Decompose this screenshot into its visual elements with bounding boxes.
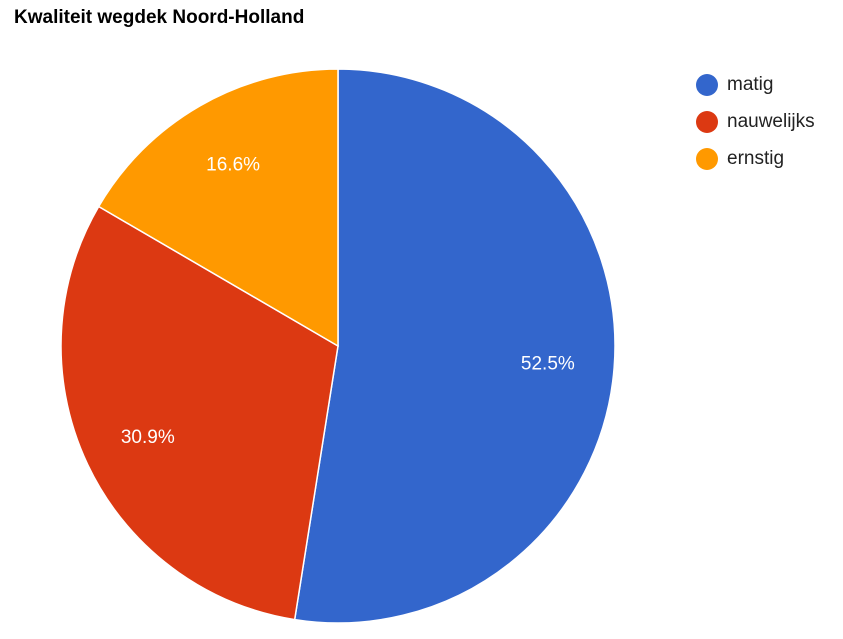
pie-slice-matig[interactable] xyxy=(293,68,616,624)
legend-label: matig xyxy=(727,73,774,95)
chart-title: Kwaliteit wegdek Noord-Holland xyxy=(14,7,305,28)
legend-swatch-icon xyxy=(696,110,718,133)
slice-label-matig: 52.5% xyxy=(521,354,575,375)
legend-label: ernstig xyxy=(727,147,785,169)
legend-item-ernstig[interactable]: ernstig xyxy=(696,140,815,177)
legend-item-matig[interactable]: matig xyxy=(696,66,815,103)
legend-swatch-icon xyxy=(696,147,718,170)
slice-label-nauwelijks: 30.9% xyxy=(121,427,175,448)
legend-item-nauwelijks[interactable]: nauwelijks xyxy=(696,103,815,140)
legend-swatch-icon xyxy=(696,73,718,96)
legend-label: nauwelijks xyxy=(727,110,815,132)
legend: matig nauwelijks ernstig xyxy=(696,66,815,177)
pie-slice-ernstig[interactable] xyxy=(97,68,339,348)
pie-slice-nauwelijks[interactable] xyxy=(60,205,339,621)
slice-label-ernstig: 16.6% xyxy=(206,154,260,175)
